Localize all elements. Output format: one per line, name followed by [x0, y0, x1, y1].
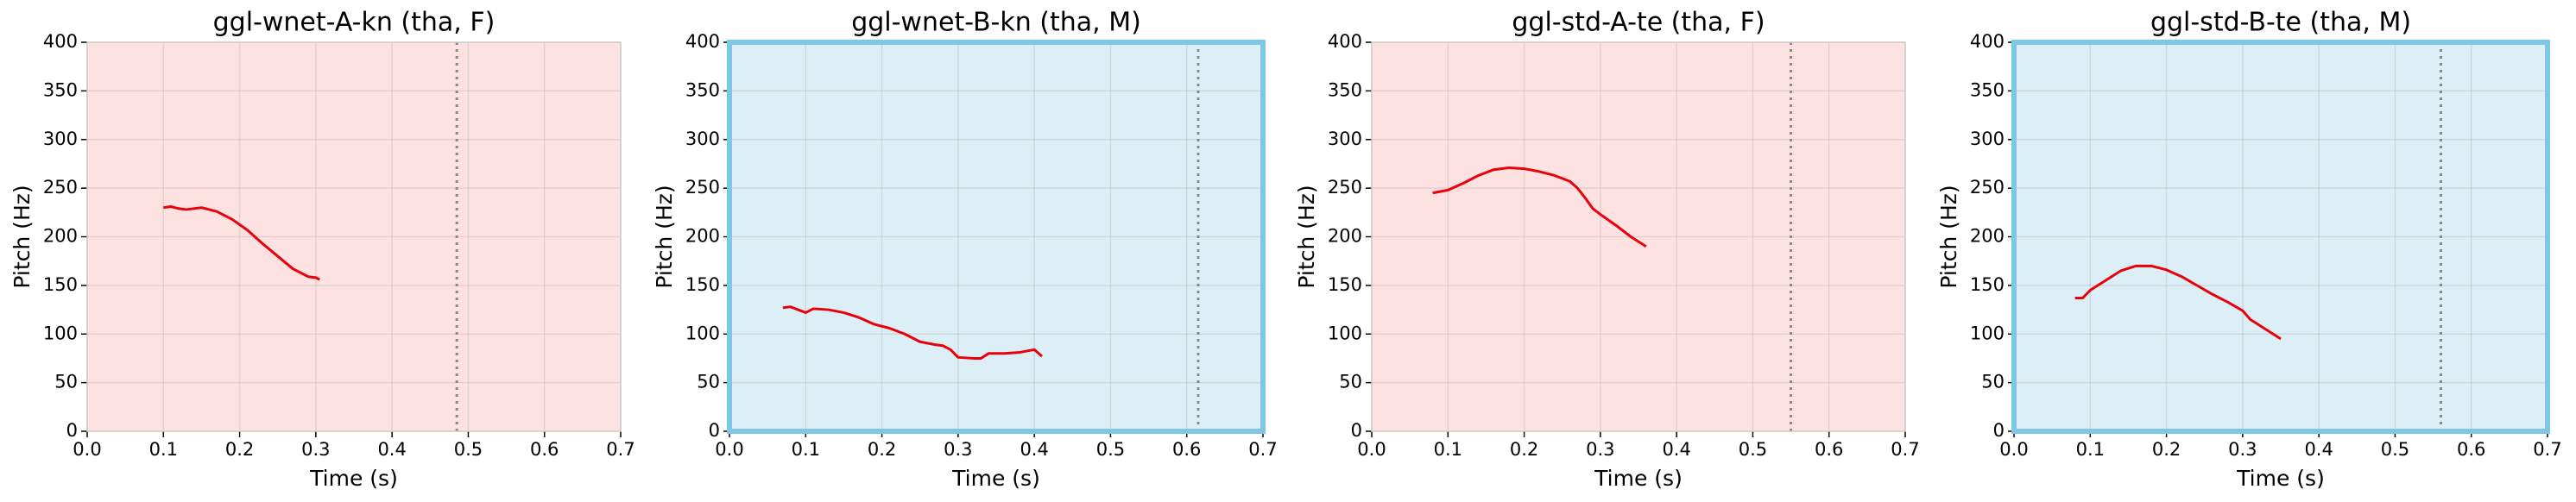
y-tick-label: 150	[1328, 274, 1362, 295]
y-tick-label: 250	[1970, 177, 2005, 198]
x-axis-label: Time (s)	[309, 466, 398, 491]
highlight-frame	[2011, 40, 2550, 434]
y-tick-label: 300	[43, 129, 78, 149]
y-tick-label: 250	[1328, 177, 1362, 198]
plot-area	[729, 42, 1263, 431]
x-tick-label: 0.3	[1586, 439, 1614, 460]
x-axis-label: Time (s)	[1594, 466, 1683, 491]
y-tick-label: 100	[1970, 323, 2005, 343]
x-tick-label: 0.6	[2457, 439, 2485, 460]
y-tick-label: 200	[1328, 226, 1362, 247]
y-tick-label: 200	[1970, 226, 2005, 247]
subplot: 0.0 0.1 0.2 0.3 0.4 0.5 0.6 0.7 0 50 100 150 200 250 3…	[1294, 8, 1920, 492]
x-tick-label: 0.2	[1510, 439, 1538, 460]
pitch-line	[163, 205, 320, 281]
x-tick-label: 0.5	[1739, 439, 1767, 460]
x-tick-label: 0.0	[1999, 439, 2028, 460]
y-tick-label: 400	[1328, 31, 1362, 52]
y-tick-label: 50	[1981, 372, 2005, 392]
y-tick-label: 150	[43, 274, 78, 295]
x-tick-label: 0.1	[792, 439, 820, 460]
y-tick-label: 150	[1970, 274, 2005, 295]
subplot: 0.0 0.1 0.2 0.3 0.4 0.5 0.6 0.7 0 50 100 150 200 250 3…	[652, 8, 1278, 492]
x-tick-label: 0.6	[1172, 439, 1201, 460]
x-tick-label: 0.2	[225, 439, 254, 460]
chart-title: ggl-wnet-A-kn (tha, F)	[213, 8, 496, 38]
x-tick-label: 0.5	[2381, 439, 2409, 460]
x-tick-label: 0.5	[1096, 439, 1125, 460]
y-tick-label: 350	[43, 79, 78, 100]
y-tick-label: 100	[685, 323, 720, 343]
y-tick-label: 250	[685, 177, 720, 198]
subplot: 0.0 0.1 0.2 0.3 0.4 0.5 0.6 0.7 0 50 100 150 200 250 3…	[1936, 8, 2562, 492]
x-tick-label: 0.0	[73, 439, 101, 460]
y-tick-label: 50	[1339, 372, 1362, 392]
highlight-frame	[727, 40, 1266, 434]
pitch-line	[1432, 166, 1647, 248]
y-tick-label: 200	[685, 226, 720, 247]
axes-frame	[1371, 41, 1906, 432]
plot-area	[2014, 42, 2548, 431]
x-tick-label: 0.4	[1020, 439, 1048, 460]
y-tick-label: 400	[43, 31, 78, 52]
y-tick-label: 150	[685, 274, 720, 295]
x-tick-label: 0.4	[1662, 439, 1690, 460]
x-tick-label: 0.7	[2533, 439, 2561, 460]
y-tick-label: 400	[685, 31, 720, 52]
y-tick-label: 50	[697, 372, 720, 392]
y-tick-label: 200	[43, 226, 78, 247]
y-tick-label: 300	[685, 129, 720, 149]
y-tick-label: 350	[685, 79, 720, 100]
y-tick-label: 100	[43, 323, 78, 343]
y-tick-label: 0	[66, 420, 78, 441]
x-tick-label: 0.3	[944, 439, 972, 460]
x-tick-label: 0.6	[1815, 439, 1843, 460]
x-tick-label: 0.2	[868, 439, 896, 460]
axes-frame	[86, 41, 622, 432]
y-tick-label: 350	[1970, 79, 2005, 100]
x-tick-label: 0.7	[1891, 439, 1919, 460]
pitch-line	[2074, 264, 2282, 341]
x-tick-label: 0.6	[530, 439, 559, 460]
plot-area	[1372, 42, 1905, 431]
y-axis-label: Pitch (Hz)	[9, 185, 35, 288]
chart-title: ggl-wnet-B-kn (tha, M)	[851, 8, 1141, 38]
x-tick-label: 0.0	[715, 439, 743, 460]
x-tick-label: 0.7	[1248, 439, 1277, 460]
y-tick-label: 300	[1970, 129, 2005, 149]
y-axis-label: Pitch (Hz)	[1294, 185, 1319, 288]
y-tick-label: 0	[1993, 420, 2005, 441]
y-tick-label: 100	[1328, 323, 1362, 343]
x-axis-label: Time (s)	[2236, 466, 2325, 491]
x-tick-label: 0.4	[2304, 439, 2333, 460]
chart-title: ggl-std-A-te (tha, F)	[1512, 8, 1765, 38]
y-tick-label: 400	[1970, 31, 2005, 52]
x-tick-label: 0.3	[301, 439, 330, 460]
x-tick-label: 0.5	[454, 439, 483, 460]
y-tick-label: 300	[1328, 129, 1362, 149]
y-tick-label: 350	[1328, 79, 1362, 100]
x-tick-label: 0.3	[2228, 439, 2257, 460]
pitch-line	[782, 305, 1043, 360]
x-tick-label: 0.1	[1434, 439, 1462, 460]
y-tick-label: 0	[1351, 420, 1362, 441]
x-tick-label: 0.1	[2076, 439, 2105, 460]
y-tick-label: 50	[54, 372, 78, 392]
x-tick-label: 0.4	[377, 439, 406, 460]
y-axis-label: Pitch (Hz)	[1936, 185, 1961, 288]
y-axis-label: Pitch (Hz)	[652, 185, 677, 288]
x-tick-label: 0.1	[149, 439, 178, 460]
plot-area	[87, 42, 621, 431]
subplot: 0.0 0.1 0.2 0.3 0.4 0.5 0.6 0.7 0 50 100 150 200 250 3…	[9, 8, 635, 492]
x-axis-label: Time (s)	[951, 466, 1040, 491]
y-tick-label: 0	[709, 420, 720, 441]
x-tick-label: 0.0	[1357, 439, 1386, 460]
x-tick-label: 0.7	[606, 439, 635, 460]
y-tick-label: 250	[43, 177, 78, 198]
x-tick-label: 0.2	[2152, 439, 2181, 460]
chart-title: ggl-std-B-te (tha, M)	[2150, 8, 2411, 38]
